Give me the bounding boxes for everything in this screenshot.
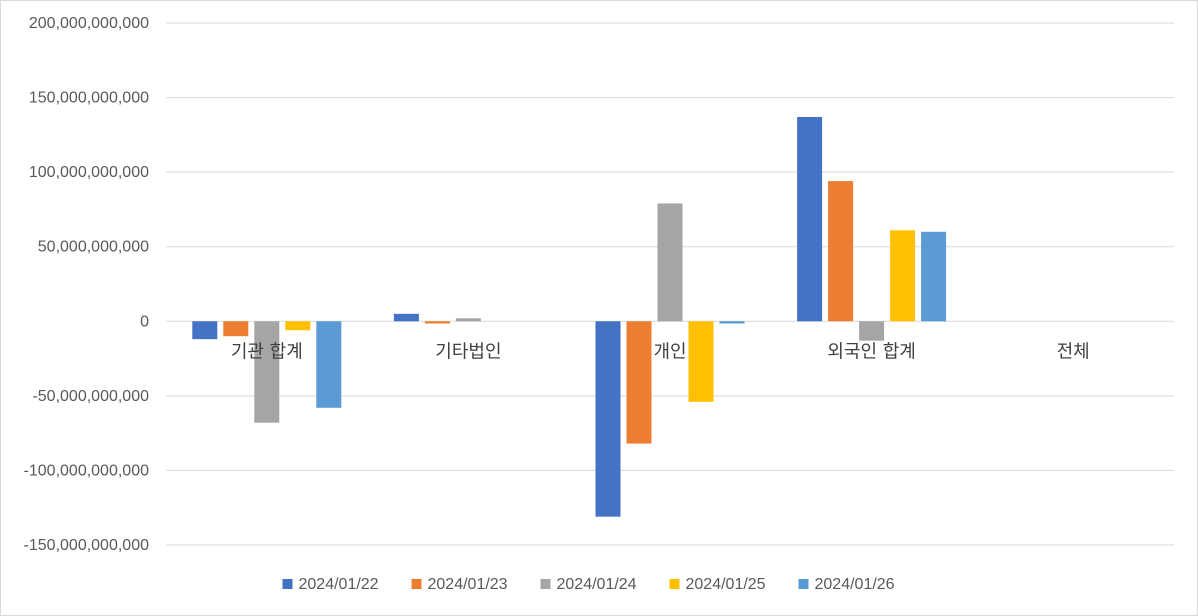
legend-swatch (669, 579, 680, 589)
y-tick-label: 50,000,000,000 (38, 239, 149, 256)
bar (828, 181, 854, 322)
legend-swatch (282, 579, 293, 589)
bar (455, 318, 481, 322)
legend-swatch (540, 579, 551, 589)
category-label: 개인 (653, 341, 686, 362)
legend-swatch (798, 579, 809, 589)
bar (595, 321, 621, 517)
y-tick-label: 200,000,000,000 (29, 15, 149, 32)
bar (626, 321, 652, 444)
legend-swatch (411, 579, 422, 589)
bar (424, 321, 450, 324)
legend-label: 2024/01/23 (428, 576, 508, 593)
bar (393, 313, 419, 322)
category-label: 기관 합계 (231, 341, 303, 362)
bar (859, 321, 885, 341)
bar (797, 116, 823, 322)
bar (657, 203, 683, 322)
bar (223, 321, 249, 337)
bar (316, 321, 342, 408)
bar (688, 321, 714, 402)
category-label: 전체 (1057, 341, 1090, 362)
bar (719, 321, 745, 324)
bar (254, 321, 280, 423)
legend-label: 2024/01/24 (557, 576, 637, 593)
y-tick-label: -100,000,000,000 (24, 462, 150, 479)
y-tick-label: 100,000,000,000 (29, 164, 149, 181)
bar (285, 321, 311, 331)
bar (890, 230, 916, 322)
legend-label: 2024/01/22 (299, 576, 379, 593)
y-tick-label: 150,000,000,000 (29, 90, 149, 107)
y-tick-label: 0 (140, 313, 149, 330)
legend-label: 2024/01/25 (686, 576, 766, 593)
y-tick-label: -150,000,000,000 (24, 537, 150, 554)
legend-label: 2024/01/26 (815, 576, 895, 593)
category-label: 기타법인 (435, 341, 501, 362)
category-label: 외국인 합계 (827, 341, 916, 362)
y-tick-label: -50,000,000,000 (32, 388, 149, 405)
bar (192, 321, 218, 340)
bar (921, 231, 947, 322)
